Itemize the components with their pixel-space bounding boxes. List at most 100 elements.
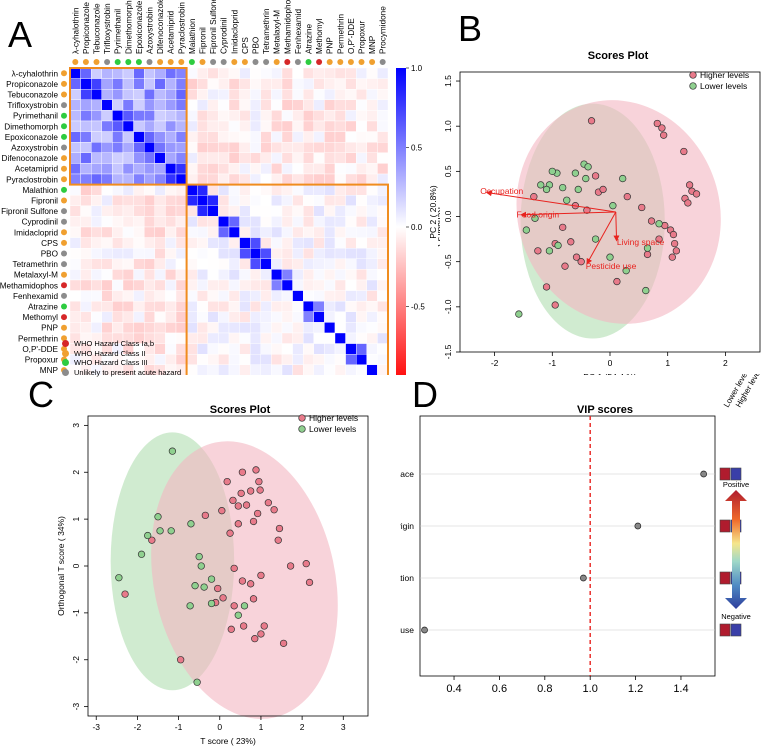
heatmap-cell [154, 279, 166, 291]
column-label: Permethrin [336, 14, 345, 54]
heatmap-cell [90, 226, 102, 238]
heatmap-cell [112, 205, 124, 217]
heatmap-cell [324, 322, 336, 334]
higher-level-point [201, 511, 210, 520]
heatmap-cell [324, 194, 336, 206]
higher-level-point [176, 656, 185, 664]
lower-level-point [167, 527, 175, 535]
heatmap-cell [260, 99, 272, 111]
heatmap-cell [271, 99, 283, 111]
heatmap-cell [154, 237, 166, 249]
heatmap-cell [239, 88, 251, 100]
pca-plot-title: Scores Plot [587, 50, 649, 62]
heatmap-cell [366, 343, 378, 355]
column-label: Pyraclostrobin [177, 2, 186, 54]
x-tick-label: 1 [665, 358, 670, 368]
lower-level-point [154, 513, 162, 521]
heatmap-cell [143, 120, 155, 132]
heatmap-cell [303, 152, 315, 164]
heatmap-cell [196, 216, 208, 228]
hazard-dot [305, 59, 312, 65]
heatmap-cell [260, 194, 272, 206]
heatmap-cell [228, 194, 240, 206]
heatmap-cell [154, 247, 166, 259]
heatmap-cell [69, 301, 81, 313]
lower-level-point [655, 220, 663, 228]
heatmap-cell [239, 226, 251, 238]
heatmap-cell [228, 184, 240, 196]
heatmap-cell [313, 258, 325, 270]
heatmap-cell [228, 258, 240, 270]
heatmap-cell [122, 237, 134, 249]
heatmap-cell [366, 301, 378, 313]
heatmap-cell [239, 78, 251, 90]
higher-level-point [668, 253, 676, 261]
heatmap-cell [101, 99, 113, 111]
hazard-dot [231, 59, 238, 65]
heatmap-cell [101, 322, 113, 334]
legend-dot-icon [62, 349, 69, 357]
higher-level-point [583, 206, 591, 214]
heatmap-cell [281, 88, 293, 100]
column-label: CPS [241, 37, 250, 54]
heatmap-cell [292, 141, 304, 153]
y-tick-label: 0 [71, 563, 81, 568]
y-tick-label: -1.0 [443, 299, 453, 314]
scale-top-label: Positive [723, 480, 749, 489]
hazard-dot [199, 59, 206, 65]
higher-level-point [542, 283, 551, 291]
lower-level-point [584, 163, 592, 171]
heatmap-cell [207, 301, 219, 313]
heatmap-cell [377, 258, 389, 270]
heatmap-cell [186, 78, 198, 90]
heatmap-cell [345, 237, 357, 249]
lower-level-point [187, 520, 195, 528]
heatmap-cell [334, 311, 346, 323]
heatmap-cell [239, 311, 251, 323]
heatmap-cell [101, 152, 113, 164]
scale-bottom-label: Negative [721, 612, 751, 621]
heatmap-cell [112, 110, 124, 122]
heatmap-cell [218, 343, 230, 355]
heatmap-cell [69, 141, 81, 153]
heatmap-cell [377, 216, 389, 228]
heatmap-cell [218, 163, 230, 175]
row-label: Fenhexamid [13, 292, 59, 301]
heatmap-cell [334, 88, 346, 100]
heatmap-cell [356, 322, 368, 334]
heatmap-cell [207, 311, 219, 323]
hazard-dot [61, 102, 67, 109]
heatmap-cell [377, 184, 389, 196]
heatmap-cell [69, 184, 81, 196]
heatmap-cell [196, 99, 208, 111]
heatmap-cell [303, 269, 315, 281]
heatmap-cell [154, 88, 166, 100]
higher-level-point [214, 584, 222, 593]
heatmap-cell [186, 152, 198, 164]
panel-label-c: C [28, 374, 54, 415]
higher-level-point [264, 499, 273, 507]
heatmap-cell [303, 110, 315, 122]
heatmap-cell [324, 354, 336, 366]
heatmap-cell [356, 258, 368, 270]
heatmap-cell [196, 269, 208, 281]
heatmap-cell [377, 131, 389, 143]
heatmap-cell [218, 141, 230, 153]
heatmap-cell [143, 131, 155, 143]
legend-label: Lower levels [700, 81, 747, 91]
heatmap-cell [143, 237, 155, 249]
heatmap-cell [186, 247, 198, 259]
heatmap-cell [345, 279, 357, 291]
heatmap-cell [292, 99, 304, 111]
heatmap-cell [260, 205, 272, 217]
heatmap-cell [345, 99, 357, 111]
column-label: Dimethomorph [124, 0, 133, 54]
heatmap-cell [260, 67, 272, 79]
lower-level-point [144, 531, 152, 540]
heatmap-cell [143, 205, 155, 217]
higher-level-point [613, 277, 621, 286]
heatmap-cell [133, 194, 145, 206]
heatmap-cell [165, 99, 177, 111]
heatmap-cell [334, 279, 346, 291]
higher-level-point [591, 172, 600, 180]
